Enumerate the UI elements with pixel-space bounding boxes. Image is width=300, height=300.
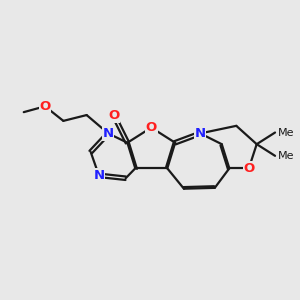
- Text: N: N: [103, 127, 114, 140]
- Text: N: N: [93, 169, 104, 182]
- Text: O: O: [39, 100, 51, 113]
- Text: O: O: [146, 121, 157, 134]
- Text: O: O: [243, 162, 254, 175]
- Text: Me: Me: [278, 151, 294, 161]
- Text: O: O: [108, 110, 120, 122]
- Text: N: N: [195, 127, 206, 140]
- Text: Me: Me: [278, 128, 294, 137]
